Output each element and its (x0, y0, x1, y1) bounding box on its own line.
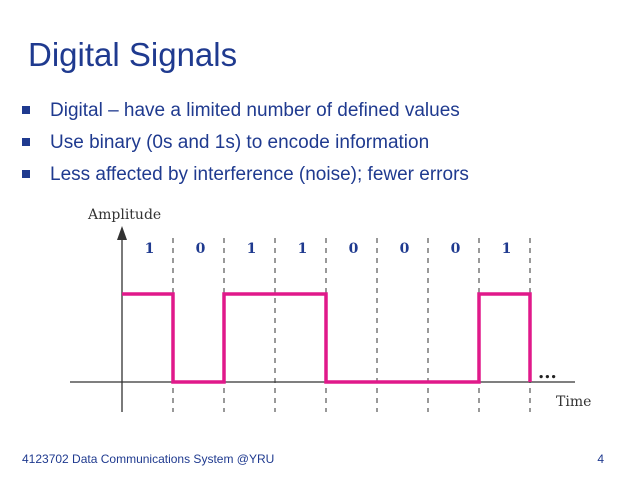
bit-label: 0 (400, 241, 410, 257)
bit-label: 1 (502, 241, 512, 257)
bullet-text: Use binary (0s and 1s) to encode informa… (50, 132, 430, 153)
square-bullet-icon (22, 170, 30, 178)
bullet-item: Use binary (0s and 1s) to encode informa… (18, 130, 469, 162)
bullet-text: Less affected by interference (noise); f… (50, 164, 469, 185)
continuation-dots: ... (538, 362, 557, 383)
square-bullet-icon (22, 106, 30, 114)
bit-dividers (172, 238, 531, 412)
bit-label: 0 (349, 241, 359, 257)
bullet-item: Less affected by interference (noise); f… (18, 162, 469, 194)
bit-label: 1 (145, 241, 155, 257)
x-axis-label: Time (556, 394, 591, 410)
digital-signal-diagram: Amplitude Time ... 1 0 1 1 0 0 0 1 (70, 207, 591, 412)
bit-label: 1 (298, 241, 308, 257)
bullet-text: Digital – have a limited number of defin… (50, 100, 460, 121)
bullet-list: Digital – have a limited number of defin… (18, 98, 469, 194)
y-axis-label: Amplitude (87, 207, 161, 223)
footer-text: 4123702 Data Communications System @YRU (22, 452, 275, 466)
page-number: 4 (597, 452, 604, 466)
slide-title: Digital Signals (28, 36, 238, 73)
bit-label: 0 (196, 241, 206, 257)
y-axis-arrow-icon (117, 226, 127, 240)
bit-label: 1 (247, 241, 257, 257)
bullet-item: Digital – have a limited number of defin… (18, 98, 469, 130)
bit-labels: 1 0 1 1 0 0 0 1 (145, 241, 512, 257)
signal-waveform (122, 292, 532, 384)
square-bullet-icon (22, 138, 30, 146)
bit-label: 0 (451, 241, 461, 257)
